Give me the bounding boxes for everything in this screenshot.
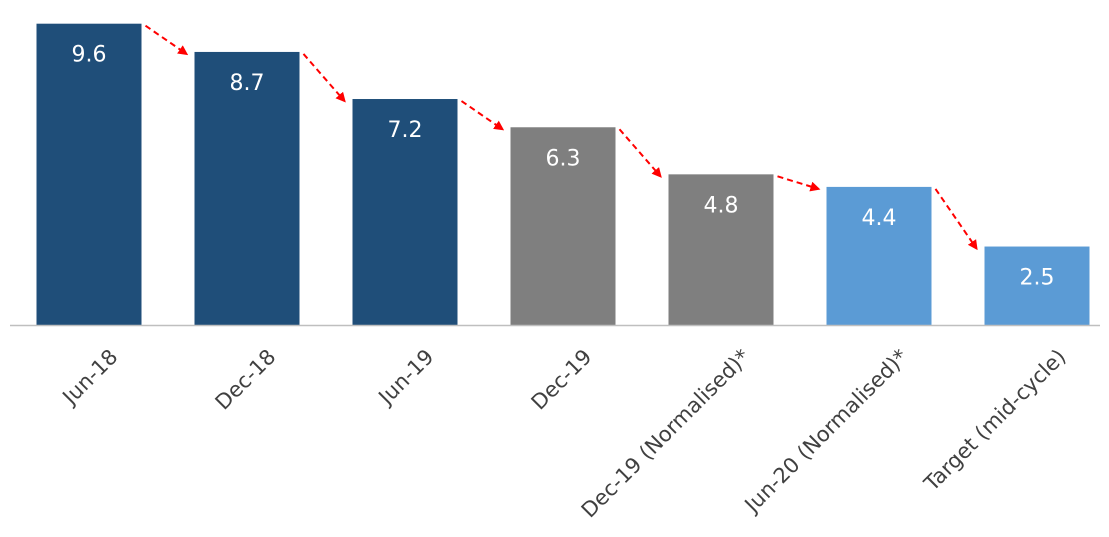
data-label-7: 2.5: [1020, 266, 1055, 291]
trend-arrows: [144, 24, 978, 251]
bar-7: [984, 246, 1090, 325]
trend-arrow-3: [460, 100, 505, 131]
data-label-2: 8.7: [230, 71, 265, 96]
trend-arrow-2: [302, 53, 346, 103]
data-label-6: 4.4: [862, 206, 897, 231]
data-label-3: 7.2: [388, 118, 423, 143]
category-label-6: Jun-20 (Normalised)*: [739, 345, 913, 519]
bar-6: [826, 186, 932, 325]
category-label-5: Dec-19 (Normalised)*: [577, 345, 755, 523]
bar-series: 9.6 8.7 7.2 6.3 4.8 4.4 2.5: [36, 23, 1090, 326]
trend-arrow-1: [144, 24, 189, 56]
data-label-5: 4.8: [704, 193, 739, 218]
data-label-4: 6.3: [546, 146, 581, 171]
trend-arrow-4: [618, 128, 662, 178]
category-label-4: Dec-19: [527, 345, 597, 415]
data-label-1: 9.6: [72, 43, 107, 68]
bar-5: [668, 174, 774, 325]
category-label-7: Target (mid-cycle): [919, 345, 1071, 497]
category-label-2: Dec-18: [211, 345, 281, 415]
category-label-3: Jun-19: [373, 345, 439, 411]
bar-1: [36, 23, 142, 326]
bar-3: [352, 99, 458, 325]
trend-arrow-6: [934, 188, 978, 251]
category-label-1: Jun-18: [57, 345, 123, 411]
trend-arrow-5: [777, 175, 821, 192]
bar-2: [194, 51, 300, 326]
bar-4: [510, 127, 616, 325]
